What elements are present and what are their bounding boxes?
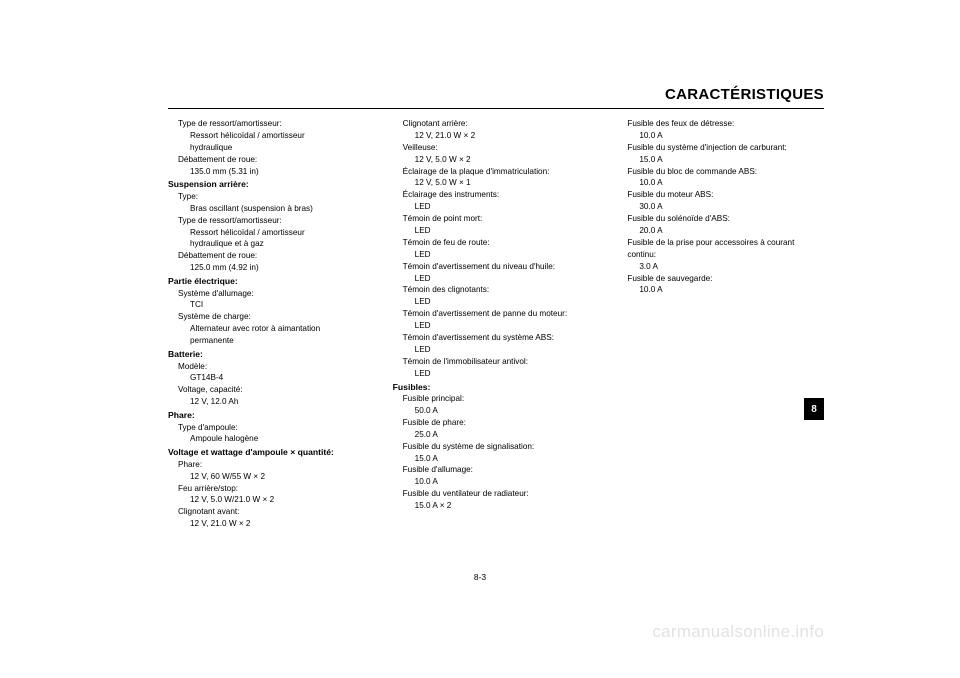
spec-line: LED — [393, 225, 600, 237]
spec-line: Type d'ampoule: — [168, 422, 375, 434]
spec-line: LED — [393, 320, 600, 332]
spec-line: 10.0 A — [393, 476, 600, 488]
spec-line: 12 V, 12.0 Ah — [168, 396, 375, 408]
spec-line: Modèle: — [168, 361, 375, 373]
section-heading: Suspension arrière: — [168, 178, 375, 190]
spec-line: 125.0 mm (4.92 in) — [168, 262, 375, 274]
page: CARACTÉRISTIQUES Type de ressort/amortis… — [0, 0, 960, 678]
spec-line: Témoin de feu de route: — [393, 237, 600, 249]
spec-line: LED — [393, 201, 600, 213]
spec-line: Ampoule halogène — [168, 433, 375, 445]
spec-line: LED — [393, 296, 600, 308]
spec-line: Fusible de phare: — [393, 417, 600, 429]
spec-line: Témoin d'avertissement du niveau d'huile… — [393, 261, 600, 273]
spec-line: 135.0 mm (5.31 in) — [168, 166, 375, 178]
spec-line: 15.0 A — [393, 453, 600, 465]
spec-line: Débattement de roue: — [168, 250, 375, 262]
spec-line: GT14B-4 — [168, 372, 375, 384]
title-rule — [168, 108, 824, 109]
spec-line: 3.0 A — [617, 261, 824, 273]
spec-line: Veilleuse: — [393, 142, 600, 154]
spec-line: permanente — [168, 335, 375, 347]
spec-line: Système de charge: — [168, 311, 375, 323]
spec-line: 10.0 A — [617, 130, 824, 142]
spec-line: 12 V, 5.0 W × 2 — [393, 154, 600, 166]
spec-line: 15.0 A × 2 — [393, 500, 600, 512]
section-heading: Fusibles: — [393, 381, 600, 393]
spec-line: 15.0 A — [617, 154, 824, 166]
spec-line: 12 V, 5.0 W/21.0 W × 2 — [168, 494, 375, 506]
spec-line: Type de ressort/amortisseur: — [168, 118, 375, 130]
spec-line: Fusible du bloc de commande ABS: — [617, 166, 824, 178]
chapter-tab: 8 — [804, 398, 824, 420]
spec-line: Type de ressort/amortisseur: — [168, 215, 375, 227]
spec-line: Clignotant arrière: — [393, 118, 600, 130]
spec-line: Type: — [168, 191, 375, 203]
spec-line: Fusible du système d'injection de carbur… — [617, 142, 824, 154]
spec-line: Fusible principal: — [393, 393, 600, 405]
spec-line: 12 V, 21.0 W × 2 — [168, 518, 375, 530]
spec-line: Feu arrière/stop: — [168, 483, 375, 495]
spec-line: 25.0 A — [393, 429, 600, 441]
spec-line: LED — [393, 344, 600, 356]
spec-line: 50.0 A — [393, 405, 600, 417]
spec-line: Clignotant avant: — [168, 506, 375, 518]
spec-line: LED — [393, 249, 600, 261]
spec-line: Voltage, capacité: — [168, 384, 375, 396]
spec-line: Phare: — [168, 459, 375, 471]
spec-line: Fusible de sauvegarde: — [617, 273, 824, 285]
column-3: Fusible des feux de détresse:10.0 AFusib… — [617, 118, 824, 588]
section-heading: Phare: — [168, 409, 375, 421]
spec-line: 12 V, 60 W/55 W × 2 — [168, 471, 375, 483]
spec-line: Fusible du ventilateur de radiateur: — [393, 488, 600, 500]
spec-line: hydraulique — [168, 142, 375, 154]
spec-line: Fusible du système de signalisation: — [393, 441, 600, 453]
spec-line: Bras oscillant (suspension à bras) — [168, 203, 375, 215]
spec-line: 20.0 A — [617, 225, 824, 237]
spec-line: 12 V, 21.0 W × 2 — [393, 130, 600, 142]
spec-line: TCI — [168, 299, 375, 311]
section-heading: Batterie: — [168, 348, 375, 360]
spec-line: Ressort hélicoïdal / amortisseur — [168, 227, 375, 239]
watermark: carmanualsonline.info — [652, 622, 824, 642]
spec-line: hydraulique et à gaz — [168, 238, 375, 250]
column-1: Type de ressort/amortisseur:Ressort héli… — [168, 118, 375, 588]
spec-line: 10.0 A — [617, 177, 824, 189]
spec-line: 12 V, 5.0 W × 1 — [393, 177, 600, 189]
section-heading: Voltage et wattage d'ampoule × quantité: — [168, 446, 375, 458]
spec-line: Fusible des feux de détresse: — [617, 118, 824, 130]
spec-line: Débattement de roue: — [168, 154, 375, 166]
spec-line: Fusible du solénoïde d'ABS: — [617, 213, 824, 225]
section-heading: Partie électrique: — [168, 275, 375, 287]
spec-line: Témoin des clignotants: — [393, 284, 600, 296]
spec-line: 30.0 A — [617, 201, 824, 213]
spec-line: LED — [393, 368, 600, 380]
spec-line: Témoin d'avertissement de panne du moteu… — [393, 308, 600, 320]
spec-line: Éclairage des instruments: — [393, 189, 600, 201]
spec-line: Témoin de point mort: — [393, 213, 600, 225]
spec-line: LED — [393, 273, 600, 285]
spec-line: continu: — [617, 249, 824, 261]
chapter-number: 8 — [811, 404, 817, 415]
spec-line: Fusible d'allumage: — [393, 464, 600, 476]
spec-line: Système d'allumage: — [168, 288, 375, 300]
spec-line: Témoin de l'immobilisateur antivol: — [393, 356, 600, 368]
page-title: CARACTÉRISTIQUES — [665, 86, 824, 103]
spec-line: Alternateur avec rotor à aimantation — [168, 323, 375, 335]
content-area: Type de ressort/amortisseur:Ressort héli… — [168, 118, 824, 588]
spec-line: Éclairage de la plaque d'immatriculation… — [393, 166, 600, 178]
spec-line: Fusible du moteur ABS: — [617, 189, 824, 201]
spec-line: 10.0 A — [617, 284, 824, 296]
page-number: 8-3 — [0, 572, 960, 582]
spec-line: Fusible de la prise pour accessoires à c… — [617, 237, 824, 249]
spec-line: Témoin d'avertissement du système ABS: — [393, 332, 600, 344]
column-2: Clignotant arrière:12 V, 21.0 W × 2Veill… — [393, 118, 600, 588]
spec-line: Ressort hélicoïdal / amortisseur — [168, 130, 375, 142]
